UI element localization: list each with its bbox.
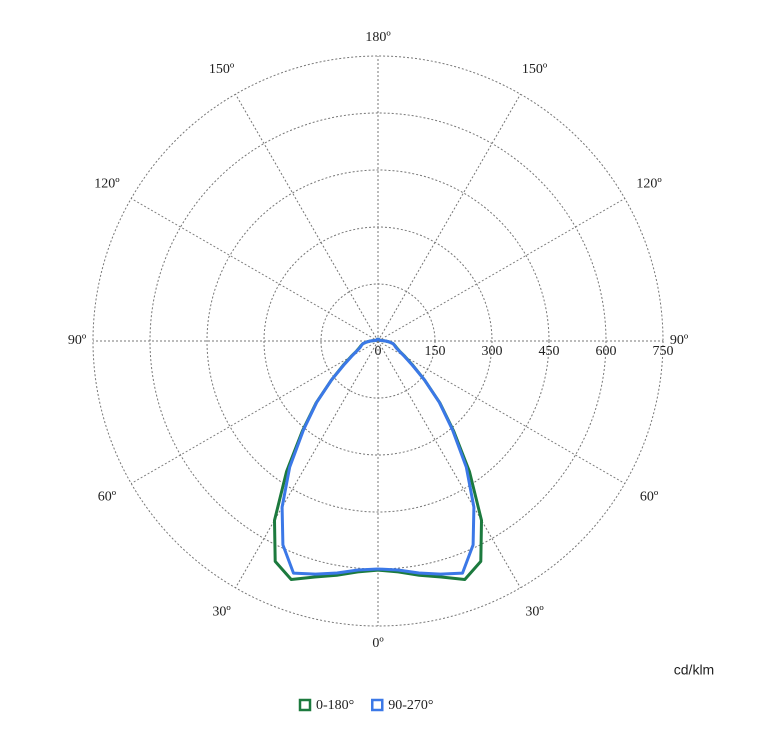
grid-spoke (235, 340, 379, 589)
legend-swatch (371, 698, 384, 712)
r-tick-label: 0 (375, 344, 382, 359)
unit-label: cd/klm (674, 662, 714, 678)
grid-spoke (377, 93, 521, 342)
r-tick-label: 450 (539, 344, 560, 359)
legend-label: 0-180° (316, 698, 354, 713)
theta-tick-label: 120º (636, 177, 662, 192)
theta-tick-label: 90º (670, 333, 689, 348)
theta-tick-label: 30º (212, 604, 231, 619)
theta-tick-label: 60º (640, 490, 659, 505)
theta-tick-label: 150º (209, 62, 235, 77)
grid-spoke (130, 340, 379, 484)
theta-tick-label: 150º (522, 62, 548, 77)
grid-spoke (377, 340, 521, 589)
grid-circle (206, 169, 550, 513)
theta-tick-label: 0º (372, 636, 384, 651)
grid-spoke (130, 198, 379, 342)
series-line (280, 337, 379, 576)
legend-label: 90-270° (388, 698, 433, 713)
theta-tick-label: 30º (525, 604, 544, 619)
grid-spoke (235, 93, 379, 342)
theta-tick-label: 90º (68, 333, 87, 348)
r-tick-label: 300 (482, 344, 503, 359)
theta-tick-label: 180º (365, 30, 391, 45)
series-line (273, 337, 379, 581)
series-line (377, 337, 483, 581)
theta-tick-label: 60º (98, 490, 117, 505)
legend-swatch (298, 698, 312, 712)
grid-spoke (377, 340, 626, 484)
series-line (377, 337, 476, 576)
r-tick-label: 750 (653, 344, 674, 359)
r-tick-label: 150 (425, 344, 446, 359)
theta-tick-label: 120º (94, 177, 120, 192)
grid-spoke (377, 198, 626, 342)
r-tick-label: 600 (596, 344, 617, 359)
